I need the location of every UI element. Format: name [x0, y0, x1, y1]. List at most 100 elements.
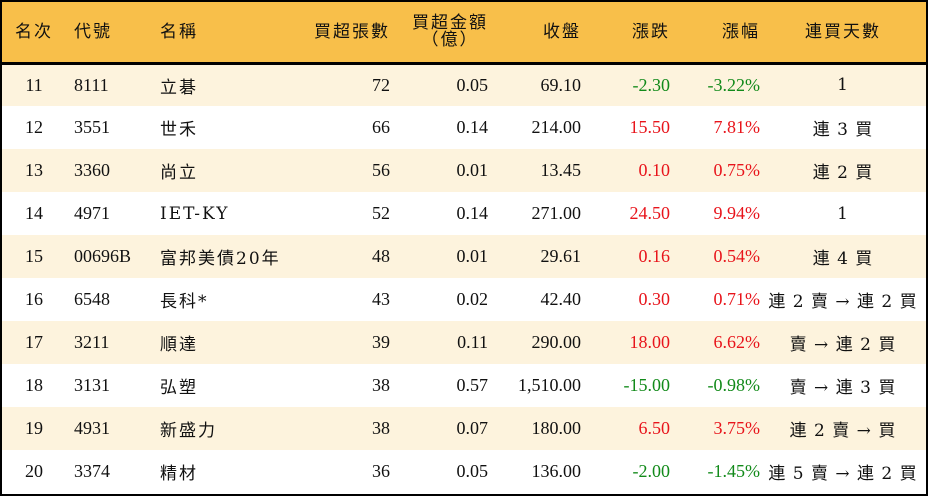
cell-name: 長科*	[160, 292, 209, 312]
header-net-buy-amount-label: 買超金額 （億）	[412, 14, 488, 50]
cell-name: 富邦美債20年	[160, 249, 281, 269]
table-body: 11 8111 立碁 72 0.05 69.10 -2.30 -3.22% 1 …	[2, 63, 926, 493]
cell-name: 精材	[160, 464, 198, 484]
cell-net-buy-lots: 43	[372, 289, 390, 309]
cell-rank: 18	[25, 375, 43, 395]
cell-net-buy-lots: 39	[372, 332, 390, 352]
cell-consecutive-buy-days: 連 4 買	[812, 249, 874, 269]
cell-close: 290.00	[531, 332, 582, 352]
cell-net-buy-lots: 56	[372, 160, 390, 180]
cell-net-buy-lots: 36	[372, 461, 390, 481]
cell-close: 180.00	[531, 418, 582, 438]
cell-close: 271.00	[531, 203, 582, 223]
cell-change: 15.50	[629, 117, 671, 137]
header-row: 名次 代號 名稱 買超張數 買超金額 （億） 收盤 漲跌 漲幅 連買天數	[2, 2, 926, 65]
cell-change-pct: -3.22%	[707, 74, 761, 95]
table-row: 15 00696B 富邦美債20年 48 0.01 29.61 0.16 0.5…	[2, 235, 926, 278]
cell-rank: 19	[25, 418, 43, 438]
header-net-buy-lots: 買超張數	[310, 2, 390, 65]
cell-name: IET-KY	[160, 203, 230, 224]
cell-net-buy-amount: 0.11	[457, 332, 488, 352]
header-net-buy-amount: 買超金額 （億）	[390, 2, 488, 65]
cell-rank: 17	[25, 332, 43, 352]
cell-net-buy-lots: 66	[372, 117, 390, 137]
table-row: 20 3374 精材 36 0.05 136.00 -2.00 -1.45% 連…	[2, 450, 926, 493]
cell-consecutive-buy-days: 1	[837, 75, 849, 96]
cell-change: -2.30	[632, 74, 671, 95]
cell-close: 136.00	[531, 461, 582, 481]
header-code: 代號	[66, 2, 158, 65]
table-row: 11 8111 立碁 72 0.05 69.10 -2.30 -3.22% 1	[2, 63, 926, 106]
cell-rank: 20	[25, 461, 43, 481]
table-row: 19 4931 新盛力 38 0.07 180.00 6.50 3.75% 連 …	[2, 407, 926, 450]
cell-net-buy-lots: 72	[372, 74, 390, 95]
cell-code: 4931	[74, 418, 110, 438]
cell-name: 立碁	[160, 77, 198, 98]
cell-change: 0.30	[638, 289, 671, 309]
cell-close: 214.00	[531, 117, 582, 137]
cell-code: 3131	[74, 375, 110, 395]
cell-net-buy-amount: 0.05	[456, 461, 489, 481]
cell-consecutive-buy-days: 連 2 買	[812, 163, 874, 183]
cell-rank: 14	[25, 203, 43, 223]
table-row: 12 3551 世禾 66 0.14 214.00 15.50 7.81% 連 …	[2, 106, 926, 149]
cell-code: 3374	[74, 461, 110, 481]
cell-code: 3211	[74, 332, 110, 352]
cell-code: 6548	[74, 289, 110, 309]
cell-change: 0.10	[638, 160, 671, 180]
cell-change: 0.16	[638, 246, 671, 266]
cell-change-pct: -1.45%	[707, 461, 761, 481]
cell-rank: 12	[25, 117, 43, 137]
cell-close: 1,510.00	[518, 375, 581, 395]
cell-close: 69.10	[540, 74, 582, 95]
cell-change: -2.00	[632, 461, 671, 481]
cell-net-buy-amount: 0.01	[456, 246, 489, 266]
cell-net-buy-lots: 52	[372, 203, 390, 223]
cell-net-buy-lots: 38	[372, 375, 390, 395]
cell-net-buy-amount: 0.14	[456, 203, 489, 223]
cell-close: 13.45	[540, 160, 582, 180]
cell-name: 尚立	[160, 163, 198, 183]
cell-change-pct: 7.81%	[713, 117, 761, 137]
header-change: 漲跌	[581, 2, 670, 65]
cell-name: 世禾	[160, 120, 198, 140]
header-name: 名稱	[158, 2, 310, 65]
cell-code: 3551	[74, 117, 110, 137]
cell-change: 18.00	[629, 332, 671, 352]
header-rank: 名次	[2, 2, 66, 65]
cell-code: 4971	[74, 203, 110, 223]
cell-change-pct: 9.94%	[713, 203, 761, 223]
cell-net-buy-amount: 0.02	[456, 289, 489, 309]
cell-consecutive-buy-days: 連 2 賣 → 連 2 買	[768, 292, 918, 312]
cell-change-pct: 0.71%	[713, 289, 761, 309]
cell-close: 29.61	[540, 246, 582, 266]
cell-net-buy-amount: 0.01	[456, 160, 489, 180]
cell-change-pct: 3.75%	[713, 418, 761, 438]
cell-rank: 13	[25, 160, 43, 180]
cell-rank: 11	[25, 74, 43, 95]
table-header: 名次 代號 名稱 買超張數 買超金額 （億） 收盤 漲跌 漲幅 連買天數	[2, 2, 926, 65]
cell-change-pct: -0.98%	[707, 375, 761, 395]
cell-net-buy-lots: 38	[372, 418, 390, 438]
cell-change-pct: 6.62%	[713, 332, 761, 352]
cell-code: 00696B	[74, 246, 132, 266]
header-net-buy-amount-line2: （億）	[421, 29, 479, 50]
cell-change: 6.50	[638, 418, 671, 438]
cell-net-buy-amount: 0.57	[456, 375, 489, 395]
cell-change: -15.00	[623, 375, 671, 395]
table-row: 14 4971 IET-KY 52 0.14 271.00 24.50 9.94…	[2, 192, 926, 235]
cell-consecutive-buy-days: 連 5 賣 → 連 2 買	[768, 464, 918, 484]
cell-net-buy-amount: 0.14	[456, 117, 489, 137]
cell-change-pct: 0.54%	[713, 246, 761, 266]
cell-consecutive-buy-days: 連 2 賣 → 買	[789, 421, 897, 441]
table-row: 18 3131 弘塑 38 0.57 1,510.00 -15.00 -0.98…	[2, 364, 926, 407]
cell-name: 弘塑	[160, 378, 198, 398]
cell-code: 8111	[74, 74, 109, 95]
header-consecutive-buy-days: 連買天數	[760, 2, 926, 65]
cell-net-buy-amount: 0.05	[456, 74, 489, 95]
header-change-pct: 漲幅	[670, 2, 760, 65]
cell-close: 42.40	[540, 289, 582, 309]
table-row: 16 6548 長科* 43 0.02 42.40 0.30 0.71% 連 2…	[2, 278, 926, 321]
